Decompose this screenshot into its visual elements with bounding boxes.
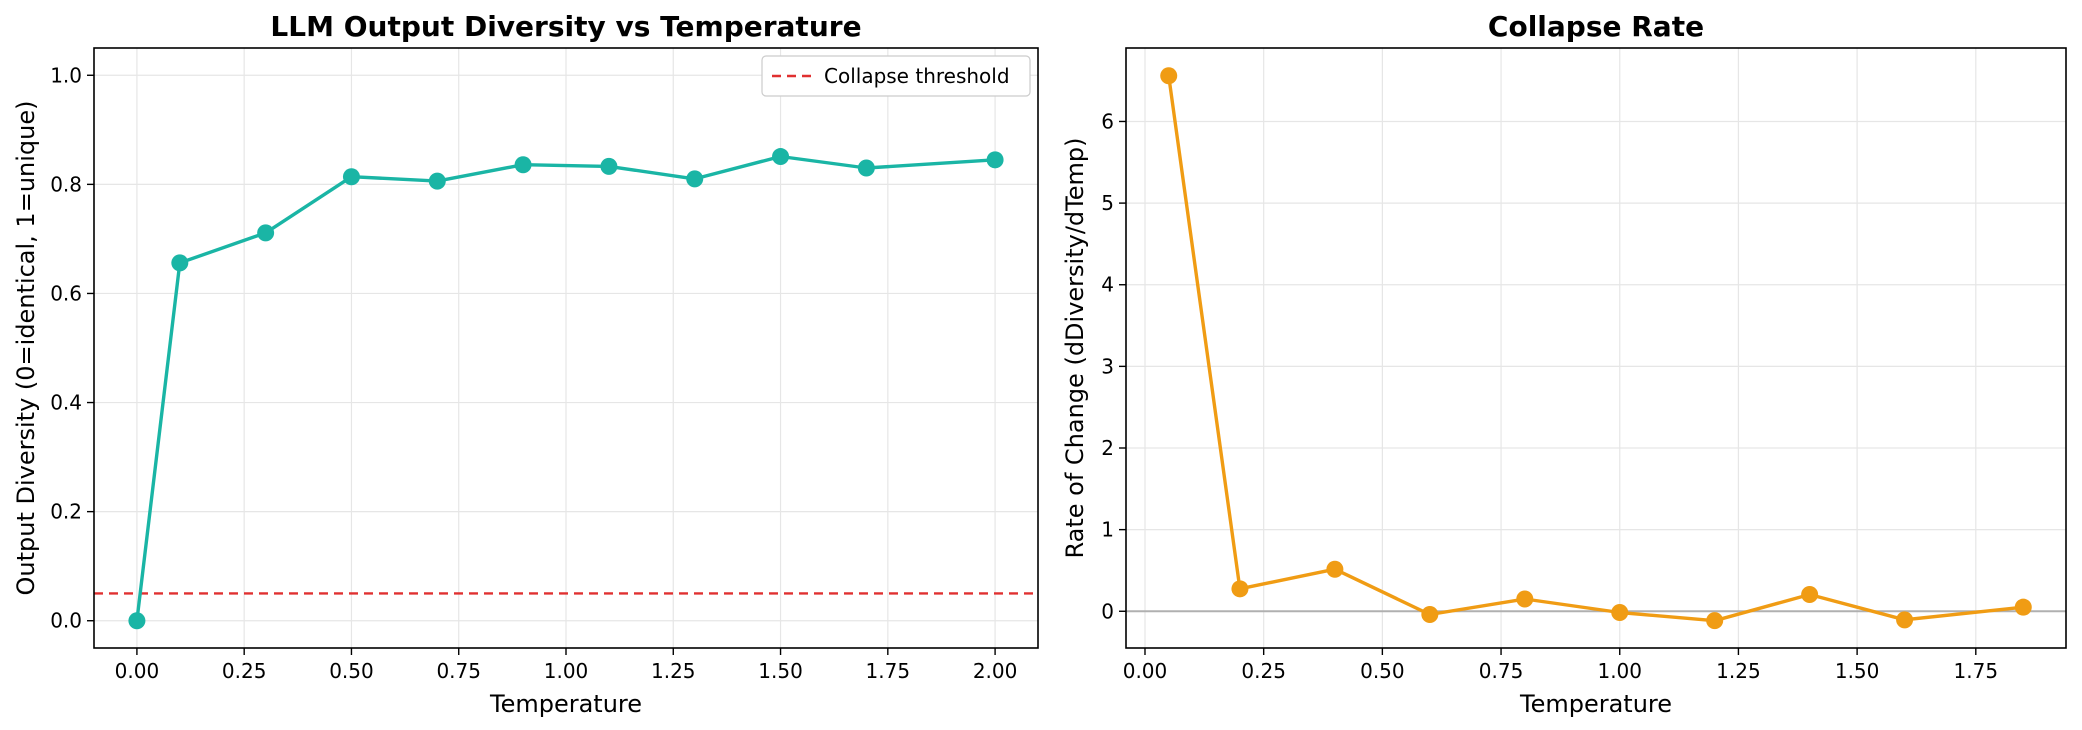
y-ticks: 0 1 2 3 4 5 6	[1101, 109, 1126, 623]
y-tick-label: 1.0	[50, 63, 82, 87]
data-point	[1516, 590, 1534, 608]
data-point	[514, 156, 532, 174]
x-tick-label: 0.25	[1241, 659, 1286, 683]
legend-box	[761, 55, 1031, 97]
series-line	[1167, 75, 2024, 623]
y-tick-label: 2	[1101, 436, 1114, 460]
data-point	[857, 159, 875, 177]
x-tick-label: 1.25	[1716, 659, 1761, 683]
x-tick-label: 0.50	[1360, 659, 1405, 683]
data-point	[1326, 560, 1344, 578]
y-tick-label: 0.2	[50, 500, 82, 524]
y-tick-label: 5	[1101, 191, 1114, 215]
x-tick-label: 1.25	[651, 659, 696, 683]
x-axis-label: Temperature	[1519, 690, 1672, 718]
y-tick-label: 0.4	[50, 391, 82, 415]
grid	[1126, 48, 2066, 648]
y-tick-label: 0.0	[50, 609, 82, 633]
x-ticks: 0.00 0.25 0.50 0.75 1.00 1.25 1.50 1.75	[1123, 648, 1998, 683]
x-tick-label: 0.25	[222, 659, 267, 683]
data-point	[428, 172, 446, 190]
chart-title: LLM Output Diversity vs Temperature	[270, 10, 861, 43]
data-point	[600, 157, 618, 175]
data-point	[772, 148, 790, 166]
data-point	[1896, 611, 1914, 629]
x-axis-label: Temperature	[489, 690, 642, 718]
x-tick-label: 0.50	[329, 659, 374, 683]
y-axis-label: Output Diversity (0=identical, 1=unique)	[12, 101, 40, 596]
data-point	[1611, 603, 1629, 621]
plot-area	[1126, 48, 2066, 648]
x-tick-label: 1.00	[544, 659, 589, 683]
grid	[94, 48, 1038, 648]
x-tick-label: 0.75	[436, 659, 481, 683]
x-ticks: 0.00 0.25 0.50 0.75 1.00 1.25 1.50 1.75 2.00	[115, 648, 1018, 683]
y-tick-label: 0	[1101, 599, 1114, 623]
chart-title: Collapse Rate	[1488, 10, 1704, 43]
x-tick-label: 0.00	[115, 659, 160, 683]
data-point	[1421, 606, 1439, 624]
y-tick-label: 3	[1101, 354, 1114, 378]
y-tick-label: 1	[1101, 518, 1114, 542]
x-tick-label: 2.00	[973, 659, 1018, 683]
x-tick-label: 1.50	[758, 659, 803, 683]
series-layer	[1160, 67, 2032, 630]
data-point	[1160, 67, 1178, 85]
y-tick-label: 4	[1101, 273, 1114, 297]
y-tick-label: 0.6	[50, 281, 82, 305]
data-point	[342, 168, 360, 186]
chart-diversity: 0.00 0.25 0.50 0.75 1.00 1.25 1.50 1.75 2.00 0.0…	[12, 10, 1039, 718]
x-tick-label: 0.00	[1123, 659, 1168, 683]
data-point	[1231, 580, 1249, 598]
x-tick-label: 1.00	[1597, 659, 1642, 683]
data-point	[1706, 612, 1724, 630]
y-tick-label: 0.8	[50, 172, 82, 196]
data-point	[1801, 586, 1819, 604]
data-point	[257, 224, 275, 242]
data-point	[128, 612, 146, 630]
x-tick-label: 1.75	[866, 659, 911, 683]
chart-collapse-rate: 0.00 0.25 0.50 0.75 1.00 1.25 1.50 1.75 0 1 2 3 4 5 6…	[1061, 10, 2067, 718]
y-ticks: 0.0 0.2 0.4 0.6 0.8 1.0	[50, 63, 94, 633]
data-point	[986, 151, 1004, 169]
data-point	[686, 170, 704, 188]
legend: Collapse threshold	[761, 55, 1031, 97]
x-tick-label: 1.50	[1835, 659, 1880, 683]
data-point	[2014, 598, 2032, 616]
data-point	[171, 254, 189, 272]
legend-entry-collapse-threshold: Collapse threshold	[824, 64, 1010, 88]
x-tick-label: 1.75	[1954, 659, 1999, 683]
y-tick-label: 6	[1101, 109, 1114, 133]
series-layer	[128, 148, 1004, 630]
plot-frame	[1125, 47, 2067, 649]
y-axis-label: Rate of Change (dDiversity/dTemp)	[1061, 138, 1089, 559]
x-tick-label: 0.75	[1479, 659, 1524, 683]
